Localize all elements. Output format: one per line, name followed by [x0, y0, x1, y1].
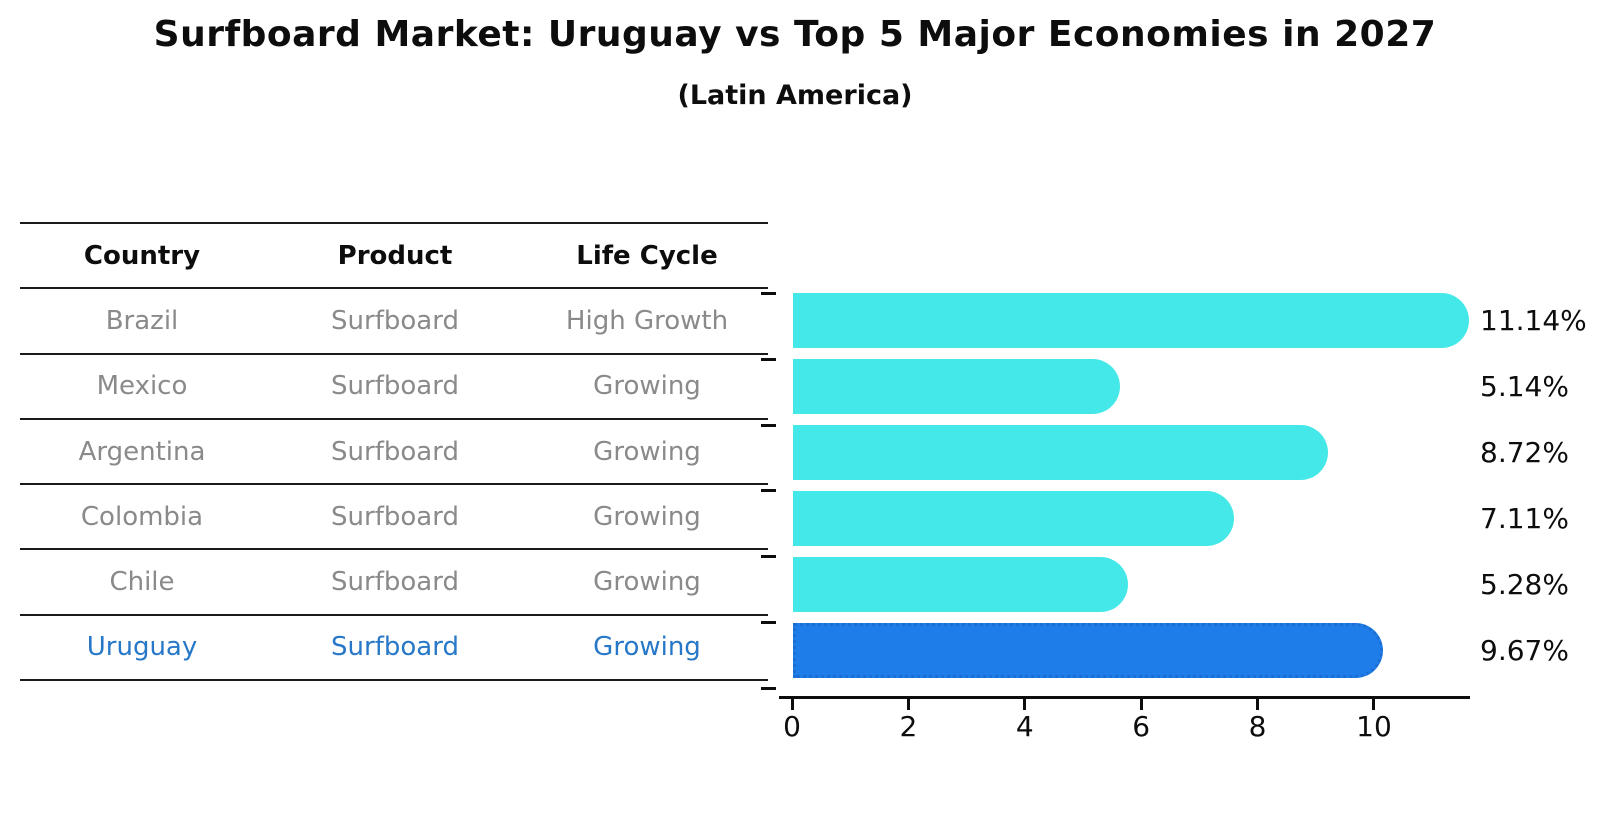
header-lifecycle: Life Cycle	[576, 240, 718, 271]
y-axis-tick	[761, 686, 776, 690]
country-cell: Brazil	[105, 305, 179, 336]
country-cell: Colombia	[80, 501, 204, 532]
bar-uruguay	[793, 623, 1384, 678]
x-axis-tick-label: 2	[899, 710, 918, 743]
x-axis-tick-label: 8	[1248, 710, 1267, 743]
table-row-mexico: Mexico Surfboard Growing	[20, 352, 768, 418]
chart-title: Surfboard Market: Uruguay vs Top 5 Major…	[153, 14, 1437, 55]
table-row-chile: Chile Surfboard Growing	[20, 548, 768, 613]
bar-mexico	[793, 359, 1120, 414]
y-axis-tick	[761, 555, 776, 559]
bar-colombia	[793, 491, 1235, 546]
product-cell: Surfboard	[331, 436, 459, 467]
table-row-colombia: Colombia Surfboard Growing	[20, 483, 768, 548]
x-axis-tick-label: 6	[1132, 710, 1151, 743]
x-axis-tick	[906, 697, 910, 710]
table-row-brazil: Brazil Surfboard High Growth	[20, 287, 768, 352]
country-cell: Mexico	[96, 371, 188, 402]
product-cell: Surfboard	[331, 305, 459, 336]
bar-argentina	[793, 425, 1328, 480]
comparison-table: Country Product Life Cycle Brazil Surfbo…	[20, 222, 768, 682]
x-axis-line	[779, 696, 1470, 699]
x-axis-tick	[790, 697, 794, 710]
value-label: 5.14%	[1480, 369, 1569, 403]
product-cell: Surfboard	[331, 371, 459, 402]
y-axis-tick	[761, 357, 776, 361]
lifecycle-cell: Growing	[593, 632, 701, 663]
lifecycle-cell: Growing	[593, 436, 701, 467]
country-cell: Uruguay	[86, 632, 198, 663]
x-axis-tick	[1023, 697, 1027, 710]
lifecycle-cell: Growing	[593, 501, 701, 532]
x-axis-tick	[1139, 697, 1143, 710]
header-country: Country	[83, 240, 201, 271]
x-axis-tick-label: 0	[783, 710, 801, 743]
country-cell: Argentina	[78, 436, 206, 467]
x-axis-tick	[1372, 697, 1376, 710]
x-axis-tick	[1256, 697, 1260, 710]
lifecycle-cell: High Growth	[565, 305, 729, 336]
value-label: 9.67%	[1480, 633, 1569, 667]
y-axis-tick	[761, 292, 776, 295]
x-axis-tick-label: 10	[1356, 710, 1392, 743]
table-row-uruguay: Uruguay Surfboard Growing	[20, 613, 768, 679]
table-header-row: Country Product Life Cycle	[20, 222, 768, 287]
value-label: 11.14%	[1480, 303, 1587, 337]
header-product: Product	[337, 240, 453, 271]
y-axis-tick	[761, 621, 776, 625]
chart-subtitle: (Latin America)	[677, 80, 913, 111]
value-label: 8.72%	[1480, 435, 1569, 469]
y-axis-tick	[761, 423, 776, 427]
bar-chile	[793, 557, 1128, 612]
product-cell: Surfboard	[331, 632, 459, 663]
country-cell: Chile	[109, 567, 175, 598]
lifecycle-cell: Growing	[593, 371, 701, 402]
value-label: 7.11%	[1480, 501, 1569, 535]
y-axis-tick	[761, 489, 776, 493]
lifecycle-cell: Growing	[593, 567, 701, 598]
value-label: 5.28%	[1480, 567, 1569, 601]
product-cell: Surfboard	[331, 567, 459, 598]
product-cell: Surfboard	[331, 501, 459, 532]
table-row-argentina: Argentina Surfboard Growing	[20, 417, 768, 483]
x-axis-tick-label: 4	[1015, 710, 1034, 743]
bar-brazil	[793, 293, 1469, 348]
